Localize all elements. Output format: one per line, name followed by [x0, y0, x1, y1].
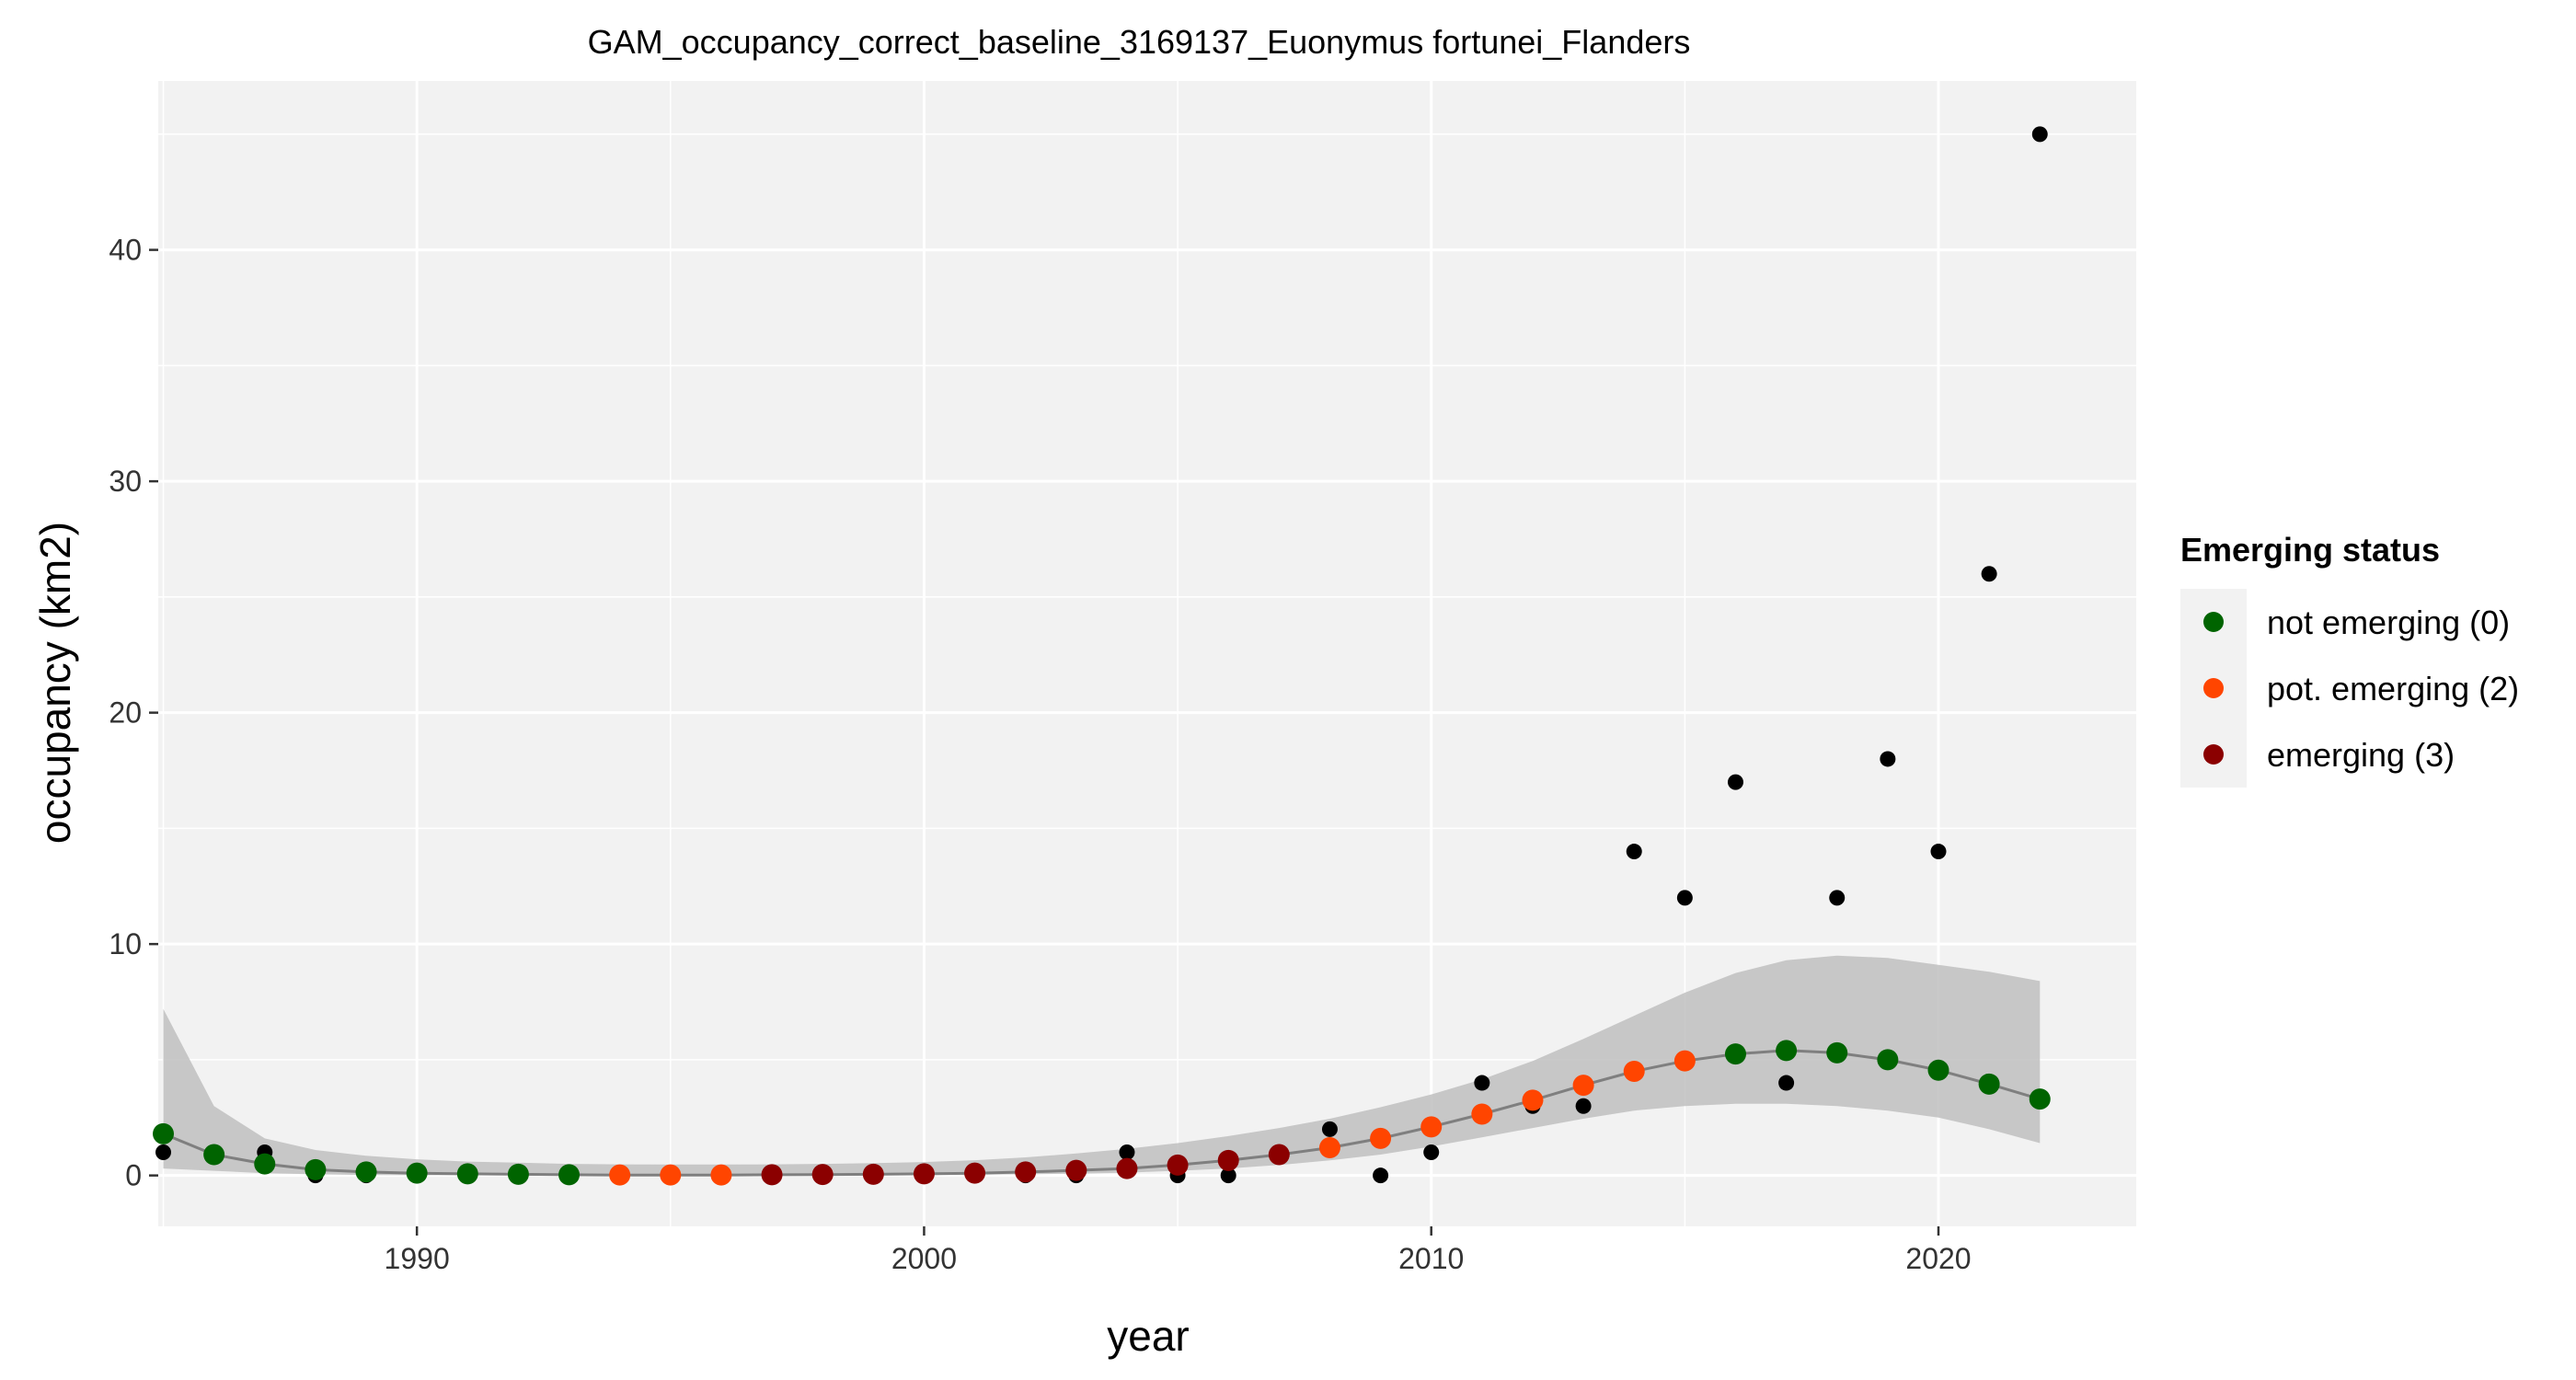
fit-point	[1268, 1144, 1290, 1166]
fit-point	[305, 1158, 327, 1180]
x-tick-label: 2010	[1398, 1242, 1464, 1275]
fit-point	[1826, 1041, 1848, 1064]
fit-point	[203, 1144, 225, 1166]
observed-point	[1474, 1075, 1490, 1091]
legend-label-pot-emerging: pot. emerging (2)	[2267, 670, 2519, 707]
fit-point	[1015, 1161, 1037, 1183]
observed-point	[1373, 1167, 1389, 1184]
fit-point	[355, 1161, 377, 1183]
fit-point	[2029, 1088, 2051, 1110]
observed-point	[1119, 1144, 1135, 1161]
fit-point	[1673, 1050, 1696, 1072]
observed-point	[1626, 844, 1642, 860]
observed-point	[1829, 890, 1846, 906]
observed-point	[155, 1144, 172, 1161]
y-tick-label: 10	[109, 927, 142, 960]
observed-point	[2031, 126, 2048, 143]
fit-point	[1724, 1043, 1746, 1065]
y-axis-title: occupancy (km2)	[31, 522, 79, 844]
fit-point	[1116, 1157, 1138, 1179]
fit-point	[254, 1153, 276, 1175]
fit-point	[1318, 1136, 1340, 1158]
fit-point	[1978, 1073, 2000, 1095]
fit-point	[1217, 1149, 1239, 1171]
fit-point	[609, 1164, 631, 1186]
fit-point	[913, 1163, 935, 1185]
x-tick-label: 1990	[385, 1242, 450, 1275]
y-tick-label: 30	[109, 465, 142, 498]
observed-point	[1727, 774, 1743, 790]
confidence-ribbon-layer	[163, 955, 2041, 1176]
legend-title: Emerging status	[2180, 531, 2440, 569]
x-tick-label: 2020	[1905, 1242, 1971, 1275]
fit-point	[1471, 1103, 1493, 1125]
legend-key-pot-emerging	[2203, 678, 2224, 698]
observed-point	[1575, 1098, 1592, 1114]
fit-point	[1776, 1040, 1798, 1062]
fit-point	[1420, 1116, 1443, 1138]
legend: Emerging status not emerging (0) pot. em…	[2180, 531, 2519, 788]
fit-point	[710, 1164, 732, 1186]
observed-point	[1930, 844, 1947, 860]
legend-key-emerging	[2203, 744, 2224, 765]
fit-point	[1065, 1159, 1087, 1181]
observed-point	[1676, 890, 1693, 906]
fit-point	[507, 1163, 529, 1185]
fit-point	[1167, 1154, 1189, 1176]
fit-point	[862, 1163, 884, 1185]
fit-point	[456, 1163, 478, 1185]
legend-key-not-emerging	[2203, 612, 2224, 632]
observed-point	[1423, 1144, 1440, 1161]
x-tick-label: 2000	[891, 1242, 957, 1275]
legend-label-emerging: emerging (3)	[2267, 736, 2455, 774]
y-axis: 0 10 20 30 40	[109, 234, 158, 1192]
fit-point	[1877, 1049, 1899, 1071]
fit-point	[1927, 1059, 1949, 1081]
confidence-ribbon	[163, 955, 2041, 1176]
observed-point	[1321, 1121, 1338, 1137]
fit-points-layer	[153, 1040, 2051, 1186]
observed-point	[1220, 1167, 1236, 1184]
fit-point	[558, 1164, 581, 1186]
x-axis-title: year	[1107, 1312, 1189, 1360]
y-tick-label: 0	[125, 1159, 142, 1192]
legend-label-not-emerging: not emerging (0)	[2267, 604, 2510, 641]
observed-point	[1778, 1075, 1795, 1091]
major-gridlines	[158, 81, 2136, 1226]
fit-point	[964, 1162, 986, 1184]
observed-point	[1981, 566, 1997, 582]
fit-point	[660, 1164, 682, 1186]
y-tick-label: 40	[109, 234, 142, 267]
chart-title: GAM_occupancy_correct_baseline_3169137_E…	[588, 23, 1691, 61]
fit-point	[761, 1164, 783, 1186]
fit-point	[406, 1162, 428, 1184]
minor-gridlines	[158, 81, 2136, 1226]
fit-point	[1572, 1075, 1594, 1097]
fit-point	[1522, 1089, 1544, 1111]
y-tick-label: 20	[109, 696, 142, 730]
x-axis: 1990 2000 2010 2020	[385, 1226, 1972, 1275]
observed-point	[1880, 751, 1896, 767]
fit-point	[1370, 1127, 1392, 1149]
fit-point	[811, 1164, 834, 1186]
fit-point	[153, 1122, 175, 1144]
fit-point	[1623, 1060, 1645, 1082]
